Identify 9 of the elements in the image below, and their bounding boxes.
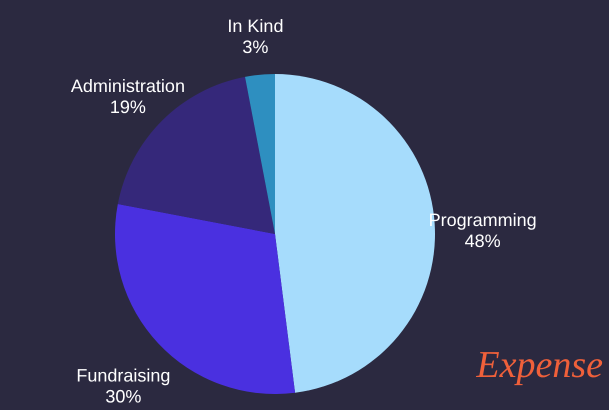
slice-label: In Kind	[227, 16, 284, 36]
data-label: 48%	[464, 230, 501, 251]
text: Expense	[475, 344, 604, 386]
data-label: 19%	[110, 96, 146, 117]
slice-label: Fundraising	[76, 365, 170, 386]
slice-label: Administration	[70, 76, 185, 96]
data-label: 3%	[242, 36, 268, 57]
data-label: 30%	[105, 386, 142, 406]
pie-slice	[245, 74, 275, 234]
